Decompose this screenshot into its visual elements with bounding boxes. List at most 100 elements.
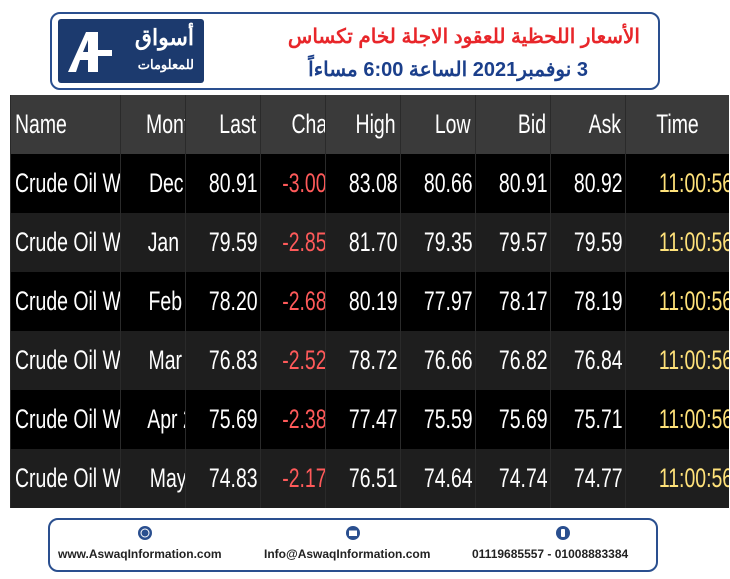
column-header-text: Ask — [588, 109, 621, 139]
table-cell: 80.19 — [325, 272, 401, 331]
table-cell: 11:00:56 — [625, 449, 729, 508]
table-cell: Crude Oil WTI — [10, 331, 121, 390]
web-icon — [138, 526, 152, 540]
table-cell: -2.38 — [260, 390, 326, 449]
table-cell-text: 77.97 — [423, 286, 473, 316]
table-cell: 76.51 — [325, 449, 401, 508]
table-cell: 75.59 — [400, 390, 476, 449]
table-cell: 76.84 — [550, 331, 626, 390]
table-cell-text: 74.64 — [423, 463, 473, 493]
table-cell: 79.35 — [400, 213, 476, 272]
table-cell-text: Crude Oil WTI — [15, 168, 121, 198]
table-cell-text: 80.92 — [573, 168, 623, 198]
table-cell: -2.85 — [260, 213, 326, 272]
table-cell: -2.68 — [260, 272, 326, 331]
table-cell-text: Crude Oil WTI — [15, 404, 121, 434]
email: Info@AswaqInformation.com — [264, 547, 431, 561]
footer: www.AswaqInformation.com Info@AswaqInfor… — [48, 518, 658, 572]
table-cell-text: 78.17 — [498, 286, 548, 316]
table-cell: 11:00:56 — [625, 213, 729, 272]
table-cell-text: Crude Oil WTI — [15, 345, 121, 375]
table-cell-text: 79.35 — [423, 227, 473, 257]
table-cell-text: 79.57 — [498, 227, 548, 257]
table-cell-text: 76.83 — [208, 345, 258, 375]
table-row: Crude Oil WTI Jan 22 79.59 -2.85 81.70 79.35 7… — [10, 213, 729, 272]
table-cell: 77.47 — [325, 390, 401, 449]
table-cell-text: -2.52 — [282, 345, 326, 375]
table-cell-text: 80.91 — [498, 168, 548, 198]
column-header-text: Month — [146, 109, 185, 139]
column-header: Bid — [475, 95, 551, 154]
table-cell: 74.77 — [550, 449, 626, 508]
table-cell: 75.71 — [550, 390, 626, 449]
logo-subtext: للمعلومات — [137, 57, 194, 72]
table-cell-text: Dec 21 — [148, 168, 186, 198]
table-cell: Crude Oil WTI — [10, 213, 121, 272]
table-cell-text: 78.19 — [573, 286, 623, 316]
table-cell-text: Crude Oil WTI — [15, 227, 121, 257]
table-cell: 80.92 — [550, 154, 626, 213]
column-header: Ask — [550, 95, 626, 154]
table-cell: Crude Oil WTI — [10, 449, 121, 508]
table-cell: May 22 — [120, 449, 186, 508]
table-cell: 11:00:56 — [625, 390, 729, 449]
table-cell: 78.20 — [185, 272, 261, 331]
table-cell-text: 80.66 — [423, 168, 473, 198]
table-cell: 75.69 — [475, 390, 551, 449]
table-row: Crude Oil WTI Apr 22 75.69 -2.38 77.47 75.59 7… — [10, 390, 729, 449]
price-table: Name Month Last Change High Low Bid Ask Time Cru… — [10, 95, 729, 508]
table-cell-text: 79.59 — [573, 227, 623, 257]
logo-icon — [68, 32, 112, 72]
table-cell-text: Apr 22 — [147, 404, 185, 434]
table-cell: 77.97 — [400, 272, 476, 331]
table-cell-text: 74.83 — [208, 463, 258, 493]
table-cell-text: 11:00:56 — [658, 404, 729, 434]
table-row: Crude Oil WTI Dec 21 80.91 -3.00 83.08 80.66 8… — [10, 154, 729, 213]
table-cell: Dec 21 — [120, 154, 186, 213]
table-cell-text: 78.72 — [348, 345, 398, 375]
table-cell: 78.72 — [325, 331, 401, 390]
phone: 01119685557 - 01008883384 — [472, 547, 629, 561]
table-cell-text: Crude Oil WTI — [15, 463, 121, 493]
table-cell: 74.83 — [185, 449, 261, 508]
table-cell-text: 76.84 — [573, 345, 623, 375]
table-cell-text: 76.66 — [423, 345, 473, 375]
table-cell-text: -2.38 — [282, 404, 326, 434]
table-cell-text: 11:00:56 — [658, 286, 729, 316]
column-header: Name — [10, 95, 121, 154]
table-cell: Feb 22 — [120, 272, 186, 331]
column-header-text: Low — [435, 109, 471, 139]
table-cell-text: Crude Oil WTI — [15, 286, 121, 316]
table-cell: 11:00:56 — [625, 272, 729, 331]
column-header-text: Name — [15, 109, 67, 139]
table-row: Crude Oil WTI Mar 22 76.83 -2.52 78.72 76.66 7… — [10, 331, 729, 390]
table-cell: -2.17 — [260, 449, 326, 508]
table-cell-text: 75.71 — [573, 404, 623, 434]
column-header: Month — [120, 95, 186, 154]
table-cell: 75.69 — [185, 390, 261, 449]
table-cell: 81.70 — [325, 213, 401, 272]
table-cell-text: 80.19 — [348, 286, 398, 316]
header: أسواق للمعلومات الأسعار اللحظية للعقود ا… — [50, 12, 660, 90]
column-header: Time — [625, 95, 729, 154]
table-cell: 83.08 — [325, 154, 401, 213]
table-cell: -3.00 — [260, 154, 326, 213]
title: الأسعار اللحظية للعقود الاجلة لخام تكساس — [287, 26, 640, 48]
table-cell-text: 11:00:56 — [658, 345, 729, 375]
table-cell-text: 75.69 — [208, 404, 258, 434]
table-row: Crude Oil WTI May 22 74.83 -2.17 76.51 74.64 7… — [10, 449, 729, 508]
column-header-text: Bid — [517, 109, 546, 139]
table-cell-text: -3.00 — [282, 168, 326, 198]
subtitle: 3 نوفمبر2021 الساعة 6:00 مساءاً — [308, 59, 588, 81]
table-cell-text: 11:00:56 — [658, 168, 729, 198]
logo: أسواق للمعلومات — [58, 19, 204, 83]
table-cell-text: 81.70 — [348, 227, 398, 257]
table-cell: 78.17 — [475, 272, 551, 331]
table-cell-text: 75.69 — [498, 404, 548, 434]
table-cell: 80.66 — [400, 154, 476, 213]
table-cell-text: 76.51 — [348, 463, 398, 493]
table-cell-text: -2.85 — [282, 227, 326, 257]
column-header-text: Time — [656, 109, 699, 139]
table-cell: 80.91 — [185, 154, 261, 213]
